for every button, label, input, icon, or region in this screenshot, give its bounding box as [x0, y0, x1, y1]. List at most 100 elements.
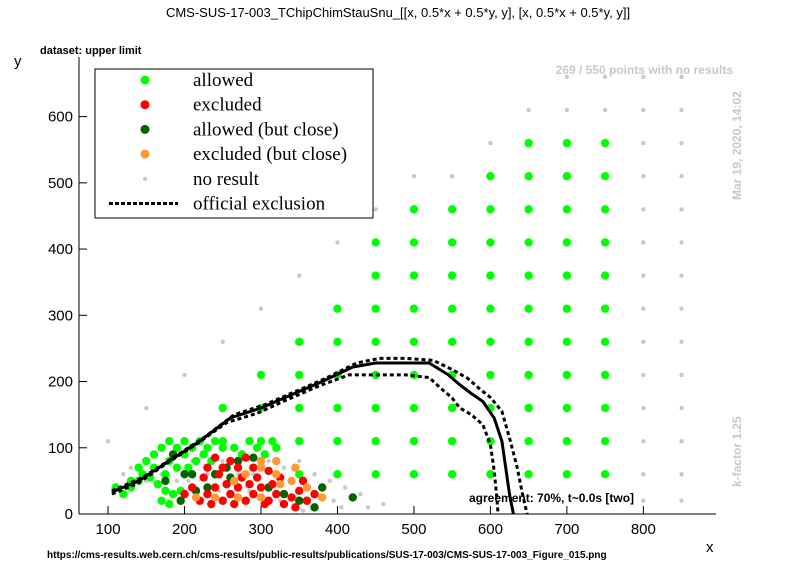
official-exclusion-central: [111, 361, 515, 515]
x-tick-label: 600: [478, 521, 503, 538]
allowed-point: [184, 463, 193, 472]
allowed-point: [371, 271, 380, 280]
y-axis-label: y: [14, 53, 22, 70]
no-result-point: [641, 498, 646, 503]
no-result-point: [488, 140, 493, 146]
excluded-point: [222, 479, 231, 489]
no-result-point: [679, 107, 684, 113]
excluded-point: [210, 453, 220, 462]
excluded-point: [287, 493, 296, 502]
allowed-point: [333, 470, 342, 479]
x-tick-label: 200: [172, 521, 197, 538]
allowed-point: [447, 337, 457, 346]
excluded-point: [233, 483, 243, 492]
excluded-point: [214, 470, 224, 479]
no-result-point: [105, 438, 111, 444]
allowed-point: [142, 456, 151, 466]
no-result-point: [641, 240, 646, 245]
y-tick-label: 100: [48, 440, 73, 457]
allowed-point: [168, 489, 178, 499]
excluded-point: [252, 473, 262, 482]
points-layer: [105, 74, 684, 513]
excluded-point: [245, 479, 254, 489]
no-result-point: [144, 405, 149, 411]
no-result-point: [679, 472, 684, 477]
x-tick-label: 800: [631, 521, 656, 538]
no-result-point: [220, 458, 225, 464]
allowed-point: [149, 450, 159, 459]
excluded-close-point: [317, 493, 327, 502]
no-result-point: [679, 339, 684, 344]
official-exclusion-curves: [111, 356, 529, 515]
no-result-point: [335, 240, 340, 245]
no-result-point: [342, 485, 348, 490]
legend-label: excluded (but close): [193, 144, 347, 165]
allowed-point: [447, 304, 457, 313]
allowed-close-point: [180, 470, 189, 479]
allowed-point: [256, 436, 266, 446]
allowed-point: [295, 403, 304, 413]
excluded-point: [199, 473, 208, 482]
excluded-point: [264, 466, 273, 476]
allowed-point: [134, 463, 143, 472]
allowed-point: [210, 436, 220, 446]
no-result-point: [297, 458, 302, 464]
allowed-point: [218, 436, 227, 446]
no-result-point: [641, 306, 646, 311]
allowed-point: [252, 443, 262, 452]
excluded-close-point: [191, 493, 201, 502]
no-result-point: [365, 505, 371, 510]
excluded-close-point: [272, 470, 281, 479]
allowed-point: [524, 271, 533, 280]
allowed-point: [161, 470, 170, 479]
allowed-point: [600, 470, 610, 479]
legend-label: excluded: [193, 95, 262, 116]
allowed-point: [524, 370, 533, 380]
excluded-close-point: [302, 483, 312, 492]
allowed-point: [119, 489, 128, 499]
excluded-close-point: [230, 476, 239, 486]
excluded-point: [256, 483, 266, 492]
legend-box: [94, 68, 374, 219]
allowed-point: [230, 443, 239, 452]
allowed-point: [371, 337, 380, 346]
allowed-point: [600, 271, 610, 280]
allowed-point: [524, 172, 533, 181]
no-result-point: [641, 74, 646, 80]
allowed-point: [600, 172, 610, 181]
excluded-close-point: [241, 470, 250, 479]
excluded-close-point: [287, 476, 296, 486]
no-result-point: [641, 273, 646, 278]
allowed-point: [600, 238, 610, 247]
allowed-point: [260, 450, 270, 459]
excluded-close-point: [233, 493, 243, 502]
allowed-point: [486, 337, 495, 346]
excluded-close-point: [275, 479, 285, 489]
allowed-point: [172, 443, 182, 452]
allowed-point: [486, 370, 495, 380]
excluded-point: [295, 486, 304, 496]
no-result-point: [641, 405, 646, 411]
allowed-point: [218, 443, 227, 452]
allowed-point: [562, 205, 572, 214]
no-result-point: [258, 306, 264, 311]
allowed-point: [165, 499, 174, 509]
allowed-point: [199, 450, 208, 459]
x-tick-label: 700: [554, 521, 579, 538]
allowed-point: [486, 271, 495, 280]
allowed-point: [524, 304, 533, 313]
legend-swatch-no-result: [142, 176, 148, 181]
legend-label: allowed: [193, 70, 254, 91]
allowed-point: [447, 271, 457, 280]
allowed-point: [295, 470, 304, 479]
no-result-point: [526, 107, 531, 113]
allowed-point: [486, 238, 495, 247]
no-result-point: [679, 372, 684, 378]
k-factor: k-factor 1.25: [730, 416, 744, 487]
no-result-point: [641, 372, 646, 378]
allowed-point: [486, 205, 495, 214]
allowed-point: [256, 370, 266, 380]
no-result-point: [679, 273, 684, 278]
excluded-close-point: [256, 456, 266, 466]
no-result-point: [564, 107, 570, 113]
